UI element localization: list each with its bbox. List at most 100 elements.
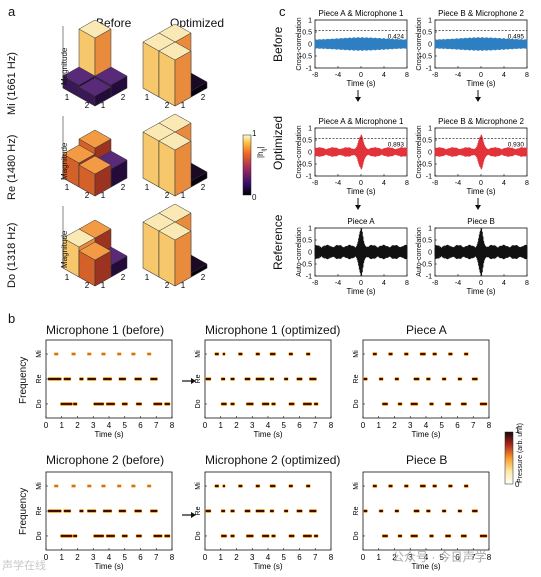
spec-ytick-label: Do xyxy=(195,531,202,540)
xtick-label: -4 xyxy=(455,180,461,187)
spec-note-core xyxy=(205,510,211,512)
corr-signal xyxy=(434,134,528,170)
spec-ytick-label: Re xyxy=(353,374,360,383)
ytick-label: -1 xyxy=(306,66,312,73)
spec-note-core xyxy=(404,485,409,488)
spec-note-core xyxy=(271,402,276,405)
corr-plot-ylabel: Cross-correlation xyxy=(296,17,303,70)
corr-plot-title: Piece A & Microphone 1 xyxy=(319,9,404,18)
bar-plot-tick: 2 xyxy=(165,191,170,200)
corr-plot-title: Piece B xyxy=(467,217,495,226)
bar-top-face xyxy=(78,129,112,149)
spec-note-core xyxy=(442,510,446,512)
corr-plot-ylabel: Cross-correlation xyxy=(296,125,303,178)
spec-xlabel: Time (s) xyxy=(411,562,440,571)
spec-note-core xyxy=(221,534,227,537)
panel-b-title-mic2-optimized: Microphone 2 (optimized) xyxy=(205,453,341,467)
spec-note-core xyxy=(410,402,418,405)
corr-signal xyxy=(314,134,408,170)
spec-note-core xyxy=(73,402,77,405)
spec-xtick-label: 3 xyxy=(408,553,413,562)
panel-a-row-mi: Mi (1661 Hz) xyxy=(6,52,18,115)
bar-plot-tick: 2 xyxy=(201,93,206,102)
bar-left-face xyxy=(158,50,176,107)
ytick-label: 0.5 xyxy=(422,30,432,37)
spec-note-core xyxy=(255,510,265,512)
spec-note-core xyxy=(461,534,467,537)
bar-plot-tick: 1 xyxy=(101,191,106,200)
corr-peak-value: 0.893 xyxy=(388,142,405,149)
spec-xtick-label: 4 xyxy=(424,421,429,430)
spec-xtick-label: 0 xyxy=(361,553,366,562)
xtick-label: 4 xyxy=(502,72,506,79)
spec-note-core xyxy=(222,353,225,356)
panel-b-colorbar-max: 1 xyxy=(515,426,520,435)
spec-xtick-label: 2 xyxy=(392,553,397,562)
ytick-label: 0 xyxy=(428,150,432,157)
spec-xlabel: Time (s) xyxy=(94,562,123,571)
spec-xtick-label: 2 xyxy=(75,421,80,430)
bar-left-face xyxy=(158,230,176,287)
spec-note-core xyxy=(262,534,270,537)
ytick-label: -0.5 xyxy=(300,162,312,169)
panel-c-correlation-plots: Piece A & Microphone 110.50-0.5-1-8 -4 0 4 8… xyxy=(296,9,529,296)
arrow-mic2-head xyxy=(191,512,196,518)
watermark-left: 声学在线 xyxy=(2,560,46,572)
xtick-label: 0 xyxy=(359,180,363,187)
spec-note-core xyxy=(426,378,431,380)
spec-xtick-label: 2 xyxy=(75,553,80,562)
spec-note-core xyxy=(382,534,388,537)
spec-note-core xyxy=(214,353,219,356)
spec-note-core xyxy=(73,534,77,537)
ytick-label: 1 xyxy=(308,226,312,233)
spec-note-core xyxy=(60,534,73,537)
spec-note-core xyxy=(150,378,158,380)
ytick-label: 0.5 xyxy=(302,30,312,37)
panel-a-colorbar xyxy=(242,134,252,196)
spec-xtick-label: 8 xyxy=(170,421,175,430)
xtick-label: 0 xyxy=(479,180,483,187)
spec-xtick-label: 6 xyxy=(138,421,143,430)
spec-note-core xyxy=(93,402,104,405)
spec-note-core xyxy=(122,402,128,405)
spec-note-core xyxy=(413,378,420,380)
bar-plot-tick: 1 xyxy=(145,93,150,102)
ytick-label: 0 xyxy=(428,42,432,49)
spec-note-core xyxy=(134,378,142,380)
spec-note-core xyxy=(270,485,276,488)
xtick-label: 4 xyxy=(382,180,386,187)
ytick-label: 0.5 xyxy=(302,138,312,145)
spec-note-core xyxy=(445,402,451,405)
ytick-label: -1 xyxy=(306,174,312,181)
spec-xtick-label: 6 xyxy=(297,553,302,562)
spec-note-core xyxy=(314,402,318,405)
spec-note-core xyxy=(153,402,163,405)
spec-note-core xyxy=(147,485,152,488)
xtick-label: -8 xyxy=(432,280,438,287)
spec-note-core xyxy=(271,534,276,537)
spec-note-core xyxy=(103,510,112,512)
spec-note-core xyxy=(221,402,227,405)
bar-top-face xyxy=(158,41,192,61)
xtick-label: 4 xyxy=(382,280,386,287)
spec-ytick-label: Re xyxy=(36,506,43,515)
spec-xtick-label: 4 xyxy=(266,553,271,562)
spec-xtick-label: 7 xyxy=(154,421,159,430)
bar-top-face xyxy=(78,19,112,39)
ytick-label: 0 xyxy=(428,250,432,257)
ytick-label: 1 xyxy=(428,18,432,25)
spec-note-core xyxy=(255,378,265,380)
spec-note-core xyxy=(288,534,295,537)
spec-xtick-label: 6 xyxy=(297,421,302,430)
panel-a-row-re: Re (1480 Hz) xyxy=(6,134,18,200)
spec-note-core xyxy=(395,378,399,380)
spec-ytick-label: Do xyxy=(353,399,360,408)
bar-plot-tick: 2 xyxy=(121,273,126,282)
panel-a-zlabel-do: Magnitude xyxy=(60,230,69,268)
spec-xtick-label: 2 xyxy=(234,553,239,562)
spec-xtick-label: 3 xyxy=(408,421,413,430)
spec-ytick-label: Do xyxy=(36,531,43,540)
ytick-label: 0.5 xyxy=(422,238,432,245)
panel-b-colorbar xyxy=(504,431,514,485)
spec-note-core xyxy=(472,510,478,512)
